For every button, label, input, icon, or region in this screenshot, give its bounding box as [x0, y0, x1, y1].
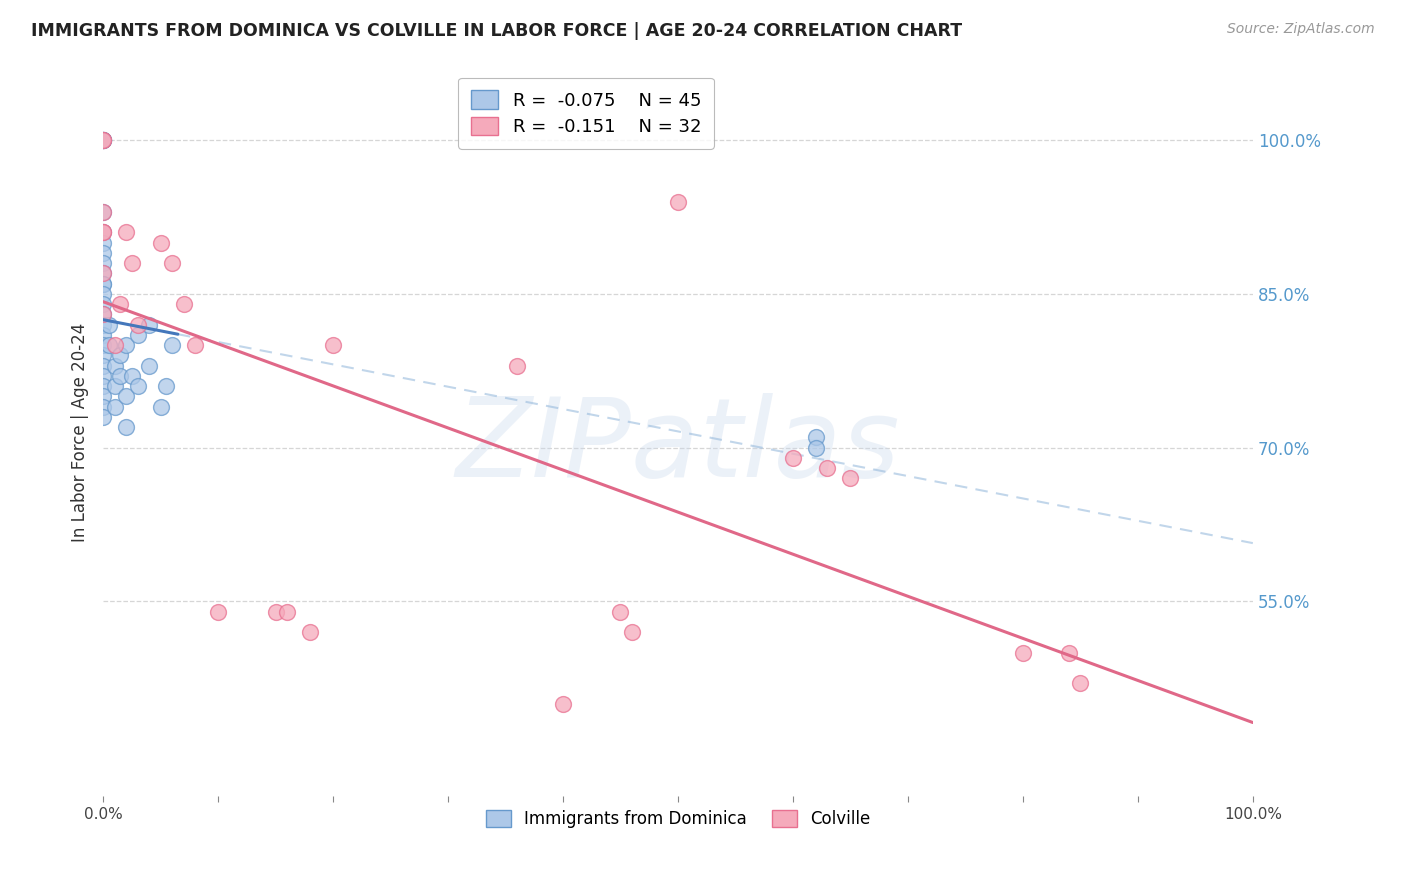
Point [91, 287, 114, 301]
Point [839, 471, 862, 485]
Point [127, 379, 149, 393]
Point [149, 235, 172, 250]
Point [91, 328, 114, 343]
Legend: Immigrants from Dominica, Colville: Immigrants from Dominica, Colville [479, 804, 877, 835]
Point [609, 605, 631, 619]
Point [551, 697, 574, 711]
Point [207, 605, 229, 619]
Point [138, 318, 160, 332]
Point [804, 441, 827, 455]
Point [91, 338, 114, 352]
Point [104, 379, 127, 393]
Point [91, 226, 114, 240]
Point [127, 318, 149, 332]
Point [91, 267, 114, 281]
Point [91, 308, 114, 322]
Point [138, 359, 160, 373]
Point [97, 338, 120, 352]
Point [160, 256, 183, 270]
Point [782, 450, 804, 465]
Point [91, 133, 114, 147]
Point [91, 267, 114, 281]
Point [91, 409, 114, 424]
Point [97, 318, 120, 332]
Point [121, 256, 143, 270]
Text: IMMIGRANTS FROM DOMINICA VS COLVILLE IN LABOR FORCE | AGE 20-24 CORRELATION CHAR: IMMIGRANTS FROM DOMINICA VS COLVILLE IN … [31, 22, 962, 40]
Point [115, 226, 138, 240]
Point [91, 133, 114, 147]
Point [1012, 646, 1035, 660]
Point [1069, 676, 1091, 690]
Y-axis label: In Labor Force | Age 20-24: In Labor Force | Age 20-24 [72, 323, 89, 542]
Point [276, 605, 298, 619]
Point [104, 359, 127, 373]
Point [110, 368, 132, 383]
Point [115, 389, 138, 403]
Point [91, 277, 114, 291]
Point [91, 389, 114, 403]
Point [160, 338, 183, 352]
Point [91, 133, 114, 147]
Point [91, 379, 114, 393]
Point [666, 194, 689, 209]
Point [620, 625, 643, 640]
Point [804, 430, 827, 444]
Point [91, 318, 114, 332]
Point [91, 226, 114, 240]
Point [173, 297, 195, 311]
Point [299, 625, 322, 640]
Point [104, 400, 127, 414]
Point [817, 461, 839, 475]
Point [91, 205, 114, 219]
Point [91, 368, 114, 383]
Point [91, 133, 114, 147]
Point [110, 348, 132, 362]
Point [91, 359, 114, 373]
Point [322, 338, 344, 352]
Point [91, 277, 114, 291]
Point [91, 133, 114, 147]
Text: ZIPatlas: ZIPatlas [456, 393, 900, 500]
Point [149, 400, 172, 414]
Point [91, 256, 114, 270]
Point [91, 235, 114, 250]
Point [91, 348, 114, 362]
Point [91, 133, 114, 147]
Point [91, 297, 114, 311]
Point [91, 308, 114, 322]
Point [104, 338, 127, 352]
Point [115, 338, 138, 352]
Point [184, 338, 207, 352]
Point [506, 359, 529, 373]
Point [91, 226, 114, 240]
Point [91, 400, 114, 414]
Point [127, 328, 149, 343]
Point [115, 420, 138, 434]
Point [121, 368, 143, 383]
Point [110, 297, 132, 311]
Point [1057, 646, 1080, 660]
Text: Source: ZipAtlas.com: Source: ZipAtlas.com [1227, 22, 1375, 37]
Point [91, 205, 114, 219]
Point [155, 379, 177, 393]
Point [91, 246, 114, 260]
Point [264, 605, 287, 619]
